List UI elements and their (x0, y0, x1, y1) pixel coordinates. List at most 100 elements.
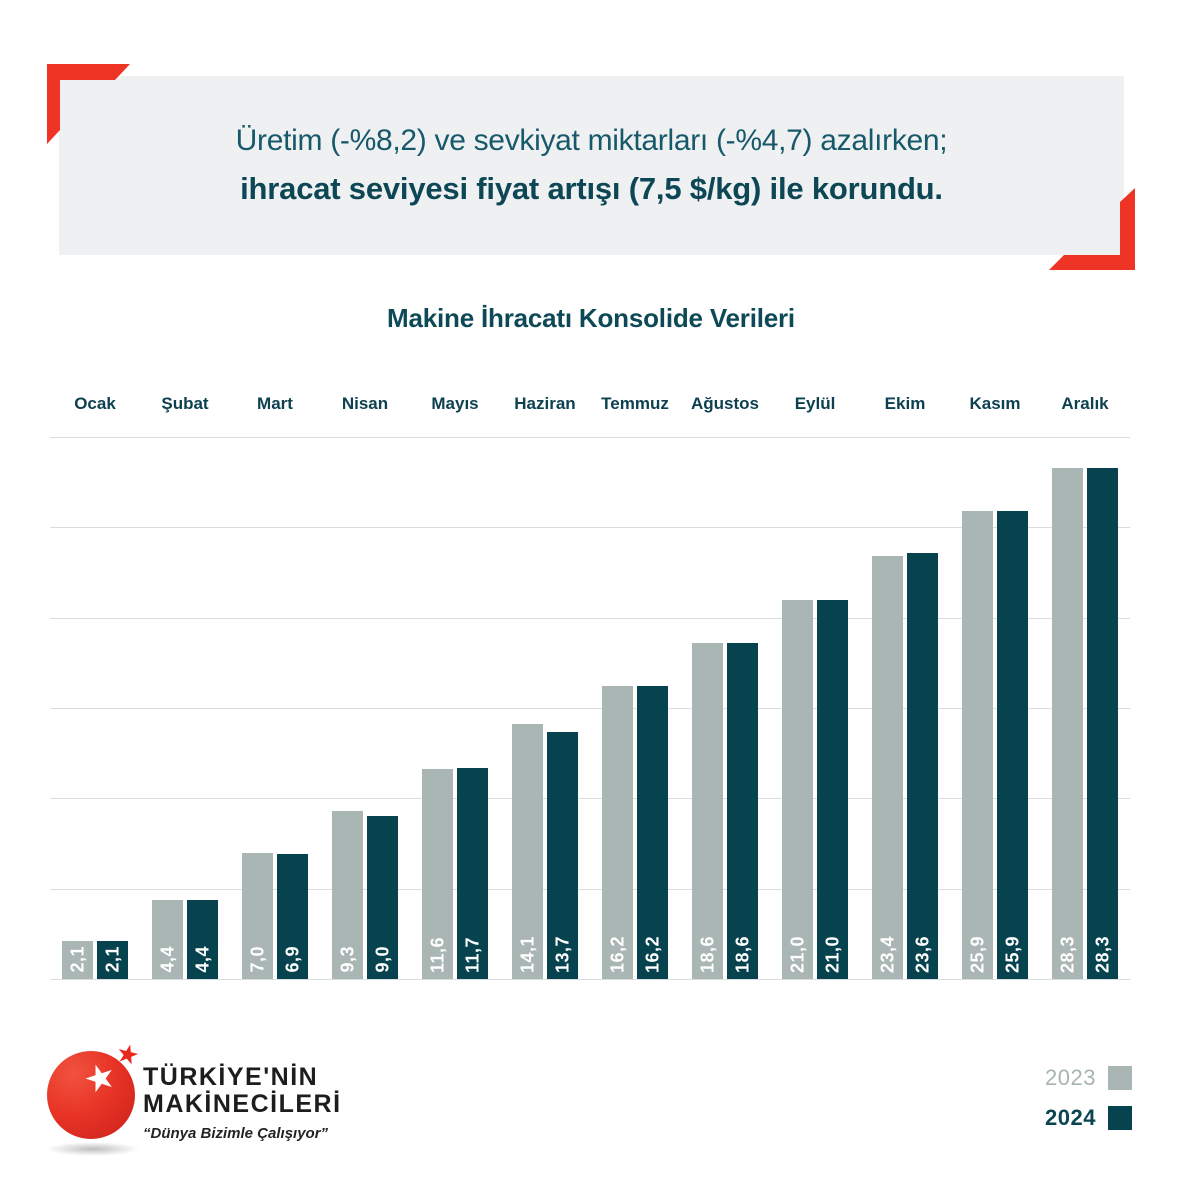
bar-value-label: 4,4 (192, 946, 212, 973)
red-star-icon: ★ (112, 1037, 143, 1073)
bar-group: 25,9 25,9 (950, 437, 1040, 979)
header-banner: Üretim (-%8,2) ve sevkiyat miktarları (-… (59, 76, 1124, 255)
bar-2023: 25,9 (962, 511, 993, 979)
bar-value-label: 18,6 (697, 935, 717, 973)
logo-shadow (46, 1142, 140, 1156)
bar-group: 2,1 2,1 (50, 437, 140, 979)
bar-value-label: 9,3 (337, 946, 357, 973)
legend-item-2023: 2023 (1045, 1065, 1132, 1090)
bar-group: 28,3 28,3 (1040, 437, 1130, 979)
bar-value-label: 14,1 (517, 935, 537, 973)
bar-group: 16,2 16,2 (590, 437, 680, 979)
bar-2023: 4,4 (152, 899, 183, 979)
bar-group: 23,4 23,6 (860, 437, 950, 979)
bar-2024: 25,9 (997, 511, 1028, 979)
bar-2023: 9,3 (332, 810, 363, 979)
bar-value-label: 2,1 (102, 946, 122, 973)
bar-2024: 28,3 (1087, 467, 1118, 979)
month-labels-row: Ocak Şubat Mart Nisan Mayıs Haziran Temmuz Ağus… (50, 394, 1130, 414)
bar-value-label: 21,0 (787, 935, 807, 973)
month-label: Eylül (794, 394, 836, 413)
month-label: Mart (257, 394, 293, 413)
logo-text-block: TÜRKİYE'NİN MAKİNECİLERİ “Dünya Bizimle … (143, 1063, 342, 1143)
chart-legend: 2023 2024 (1045, 1065, 1132, 1130)
bar-value-label: 11,7 (462, 936, 482, 973)
bar-2024: 23,6 (907, 552, 938, 979)
bar-value-label: 7,0 (247, 946, 267, 973)
month-label: Haziran (514, 394, 576, 413)
month-label: Kasım (969, 394, 1021, 413)
legend-swatch (1108, 1106, 1132, 1130)
bar-2023: 11,6 (422, 769, 453, 979)
bar-2024: 6,9 (277, 854, 308, 979)
bar-value-label: 6,9 (282, 946, 302, 973)
month-label: Nisan (341, 394, 389, 413)
bar-value-label: 18,6 (732, 935, 752, 973)
bar-2023: 7,0 (242, 852, 273, 979)
banner-text-line1: Üretim (-%8,2) ve sevkiyat miktarları (-… (235, 124, 948, 157)
banner-text-line2: ihracat seviyesi fiyat artışı (7,5 $/kg)… (240, 171, 943, 206)
bar-2023: 21,0 (782, 599, 813, 979)
bar-group: 4,4 4,4 (140, 437, 230, 979)
bar-2023: 2,1 (62, 941, 93, 979)
logo-red-circle (47, 1051, 135, 1139)
bar-2024: 2,1 (97, 941, 128, 979)
bar-2023: 23,4 (872, 556, 903, 979)
gridline (50, 888, 1130, 890)
month-label: Ağustos (691, 394, 759, 413)
bar-value-label: 25,9 (967, 935, 987, 973)
bar-value-label: 23,6 (912, 935, 932, 973)
gridline (50, 527, 1130, 529)
bar-value-label: 13,7 (552, 935, 572, 973)
bar-2024: 16,2 (637, 686, 668, 979)
bar-group: 21,0 21,0 (770, 437, 860, 979)
legend-item-2024: 2024 (1045, 1105, 1132, 1130)
gridline (50, 979, 1130, 980)
logo-title-line2: MAKİNECİLERİ (143, 1090, 342, 1118)
bar-value-label: 9,0 (372, 946, 392, 973)
bar-value-label: 16,2 (607, 935, 627, 973)
bar-value-label: 2,1 (67, 946, 87, 973)
bar-2024: 11,7 (457, 767, 488, 979)
bar-2023: 16,2 (602, 686, 633, 979)
bar-2024: 21,0 (817, 599, 848, 979)
gridline (50, 798, 1130, 800)
bar-value-label: 4,4 (157, 946, 177, 973)
month-label: Ekim (884, 394, 926, 413)
legend-label: 2024 (1045, 1105, 1096, 1130)
month-label: Şubat (161, 394, 209, 413)
gridline (50, 708, 1130, 709)
bar-group: 7,0 6,9 (230, 437, 320, 979)
bar-group: 9,3 9,0 (320, 437, 410, 979)
bar-columns: 2,1 2,1 4,4 4,4 7,0 6,9 9,3 9,0 11,6 11,7 14,1 13,7… (50, 437, 1130, 979)
logo-title-line1: TÜRKİYE'NİN (143, 1063, 319, 1091)
bar-group: 18,6 18,6 (680, 437, 770, 979)
logo-tagline: “Dünya Bizimle Çalışıyor” (143, 1125, 329, 1142)
bar-value-label: 21,0 (822, 935, 842, 973)
legend-label: 2023 (1045, 1065, 1096, 1090)
gridline (50, 617, 1130, 619)
bar-value-label: 28,3 (1092, 935, 1112, 973)
bar-value-label: 11,6 (427, 936, 447, 973)
bar-2024: 18,6 (727, 642, 758, 979)
month-label: Mayıs (431, 394, 479, 413)
bar-2024: 13,7 (547, 731, 578, 979)
bar-value-label: 25,9 (1002, 935, 1022, 973)
bar-group: 14,1 13,7 (500, 437, 590, 979)
bar-value-label: 28,3 (1057, 935, 1077, 973)
bar-group: 11,6 11,7 (410, 437, 500, 979)
bar-2023: 14,1 (512, 724, 543, 979)
bar-2024: 4,4 (187, 899, 218, 979)
gridline (50, 437, 1130, 438)
legend-swatch (1108, 1066, 1132, 1090)
month-label: Temmuz (601, 394, 669, 413)
bar-2024: 9,0 (367, 816, 398, 979)
bar-2023: 28,3 (1052, 467, 1083, 979)
month-label: Aralık (1061, 394, 1109, 413)
month-label: Ocak (74, 394, 116, 413)
bar-2023: 18,6 (692, 642, 723, 979)
bar-value-label: 23,4 (877, 935, 897, 973)
bar-value-label: 16,2 (642, 935, 662, 973)
plot-area: 2,1 2,1 4,4 4,4 7,0 6,9 9,3 9,0 11,6 11,7 14,1 13,7… (50, 437, 1130, 980)
